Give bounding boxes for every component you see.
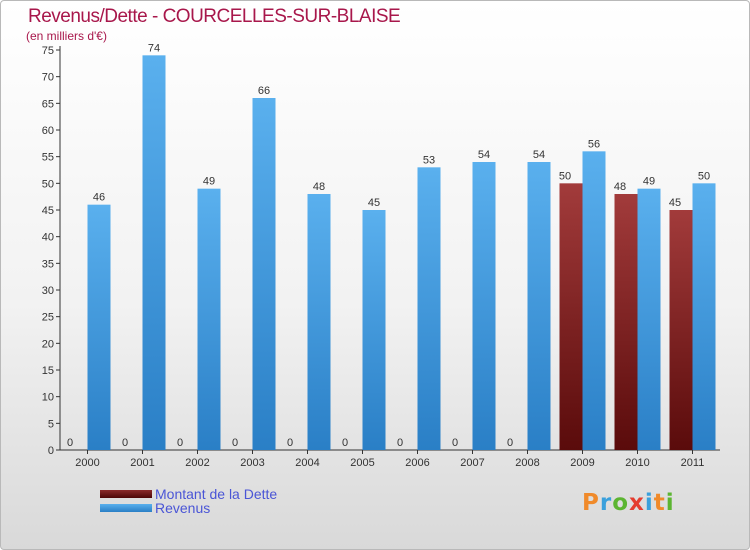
logo-letter: o: [612, 490, 630, 516]
bar-debt: [669, 210, 693, 450]
data-label-revenue: 54: [478, 149, 490, 161]
legend-swatch-revenue: [100, 504, 152, 512]
data-label-revenue: 74: [148, 42, 160, 54]
data-label-debt: 0: [232, 437, 238, 449]
logo-letter: P: [582, 490, 600, 516]
data-label-revenue: 54: [533, 149, 545, 161]
bar-revenue: [87, 204, 111, 450]
y-tick-label: 35: [42, 258, 54, 270]
y-tick-label: 25: [42, 312, 54, 324]
bar-debt: [559, 183, 583, 451]
x-tick-label: 2010: [625, 457, 649, 469]
data-label-debt: 0: [122, 437, 128, 449]
bar-revenue: [252, 98, 276, 450]
y-tick-label: 0: [48, 445, 54, 457]
x-tick-label: 2006: [405, 457, 429, 469]
y-tick-label: 5: [48, 418, 54, 430]
y-tick-label: 40: [42, 232, 54, 244]
logo-letter: t: [653, 490, 666, 516]
chart-title: Revenus/Dette - COURCELLES-SUR-BLAISE: [28, 6, 401, 27]
data-label-revenue: 50: [698, 170, 710, 182]
data-label-debt: 0: [452, 437, 458, 449]
data-label-revenue: 46: [93, 192, 105, 204]
bar-revenue: [472, 162, 496, 450]
data-label-debt: 0: [287, 437, 293, 449]
logo-letter: x: [629, 490, 645, 516]
chart-axes: 0 5 10 15 20 25 30 35 40 45 50 55 60 65 70 75 2000 2001 20…: [42, 45, 720, 469]
data-label-debt: 0: [507, 437, 513, 449]
y-tick-label: 20: [42, 338, 54, 350]
y-tick-label: 65: [42, 98, 54, 110]
y-tick-label: 15: [42, 365, 54, 377]
bar-revenue: [692, 183, 716, 451]
y-tick-label: 45: [42, 205, 54, 217]
data-label-debt: 0: [397, 437, 403, 449]
data-label-revenue: 49: [203, 176, 215, 188]
x-tick-label: 2003: [240, 457, 264, 469]
bar-debt: [614, 194, 638, 450]
x-tick-label: 2009: [570, 457, 594, 469]
x-tick-label: 2007: [460, 457, 484, 469]
x-tick-label: 2011: [681, 457, 705, 469]
logo-letter: r: [599, 490, 613, 516]
legend-label-revenue: Revenus: [155, 500, 211, 516]
data-label-revenue: 53: [423, 154, 435, 166]
data-label-revenue: 66: [258, 85, 270, 97]
data-label-revenue: 56: [588, 138, 600, 150]
x-tick-label: 2001: [130, 457, 154, 469]
data-label-revenue: 49: [643, 176, 655, 188]
bar-revenue: [417, 167, 441, 451]
bar-revenue: [362, 210, 386, 450]
bar-revenue: [307, 194, 331, 450]
logo-letter: i: [644, 490, 654, 516]
data-label-debt: 45: [669, 197, 681, 209]
x-tick-label: 2004: [295, 457, 319, 469]
proxiti-logo: Proxiti: [582, 490, 675, 516]
data-label-debt: 0: [342, 437, 348, 449]
bar-revenue: [197, 188, 221, 450]
data-label-debt: 0: [67, 437, 73, 449]
x-tick-label: 2005: [350, 457, 374, 469]
y-tick-label: 55: [42, 152, 54, 164]
bar-revenue: [142, 55, 166, 450]
y-tick-label: 60: [42, 125, 54, 137]
data-label-debt: 48: [614, 181, 626, 193]
bar-revenue: [527, 162, 551, 450]
data-label-revenue: 45: [368, 197, 380, 209]
chart-subtitle: (en milliers d'€): [26, 29, 107, 43]
chart-bars: [87, 55, 716, 451]
y-tick-label: 70: [42, 72, 54, 84]
y-tick-label: 75: [42, 45, 54, 57]
chart-data-labels: 0 46 0 74 0 49 0 66 0 48 0 45 0 53 0 54 0 54 50 56 48 49 45 50: [67, 42, 710, 449]
data-label-debt: 50: [559, 170, 571, 182]
y-tick-label: 10: [42, 392, 54, 404]
legend-swatch-debt: [100, 490, 152, 498]
legend-label-debt: Montant de la Dette: [155, 486, 278, 502]
y-tick-label: 30: [42, 285, 54, 297]
logo-letter: i: [665, 490, 675, 516]
x-tick-label: 2000: [75, 457, 99, 469]
x-tick-label: 2002: [185, 457, 209, 469]
x-tick-label: 2008: [515, 457, 539, 469]
y-tick-label: 50: [42, 178, 54, 190]
bar-revenue: [582, 151, 606, 451]
data-label-debt: 0: [177, 437, 183, 449]
bar-revenue: [637, 188, 661, 450]
data-label-revenue: 48: [313, 181, 325, 193]
